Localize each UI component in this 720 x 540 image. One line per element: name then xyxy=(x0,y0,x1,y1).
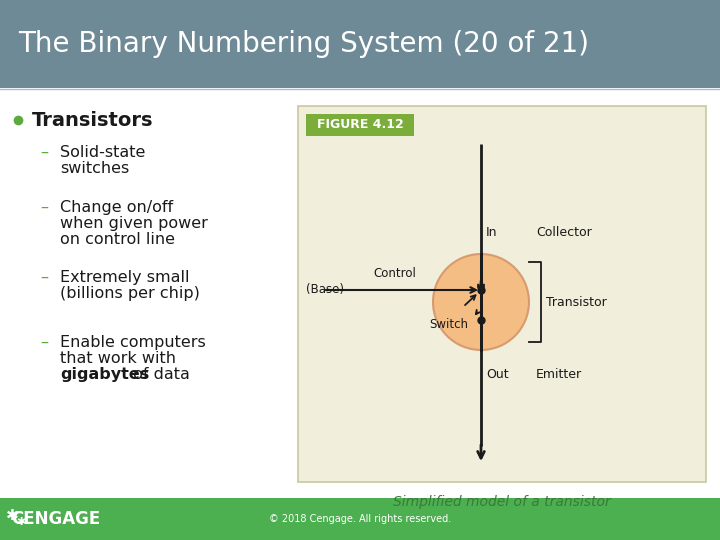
Text: gigabytes: gigabytes xyxy=(60,367,149,382)
Bar xyxy=(0,0,720,88)
Text: (billions per chip): (billions per chip) xyxy=(60,286,200,301)
Text: Out: Out xyxy=(486,368,508,381)
Text: Solid-state: Solid-state xyxy=(60,145,145,160)
Text: © 2018 Cengage. All rights reserved.: © 2018 Cengage. All rights reserved. xyxy=(269,514,451,524)
Text: that work with: that work with xyxy=(60,351,176,366)
Text: Control: Control xyxy=(373,267,416,280)
Text: Change on/off: Change on/off xyxy=(60,200,173,215)
Text: Enable computers: Enable computers xyxy=(60,335,206,350)
Text: FIGURE 4.12: FIGURE 4.12 xyxy=(317,118,403,132)
Text: Transistor: Transistor xyxy=(546,295,607,308)
Text: Switch: Switch xyxy=(429,318,468,331)
Text: –: – xyxy=(40,200,48,215)
Text: In: In xyxy=(486,226,498,239)
Text: CENGAGE: CENGAGE xyxy=(12,510,101,528)
Text: Simplified model of a transistor: Simplified model of a transistor xyxy=(393,495,611,509)
Text: Emitter: Emitter xyxy=(536,368,582,381)
Text: –: – xyxy=(40,270,48,285)
Bar xyxy=(306,114,414,136)
Ellipse shape xyxy=(433,254,529,350)
Bar xyxy=(298,106,706,482)
Text: of data: of data xyxy=(128,367,190,382)
Text: –: – xyxy=(40,145,48,160)
Text: Collector: Collector xyxy=(536,226,592,239)
Text: –: – xyxy=(40,335,48,350)
Text: Transistors: Transistors xyxy=(32,111,153,130)
Text: (Base): (Base) xyxy=(306,284,344,296)
Text: ✱: ✱ xyxy=(17,517,26,527)
Bar xyxy=(0,498,720,540)
Text: Extremely small: Extremely small xyxy=(60,270,189,285)
Text: when given power: when given power xyxy=(60,216,208,231)
Text: switches: switches xyxy=(60,161,130,176)
Text: The Binary Numbering System (20 of 21): The Binary Numbering System (20 of 21) xyxy=(18,30,589,58)
Text: ✱: ✱ xyxy=(6,509,19,523)
Text: on control line: on control line xyxy=(60,232,175,247)
